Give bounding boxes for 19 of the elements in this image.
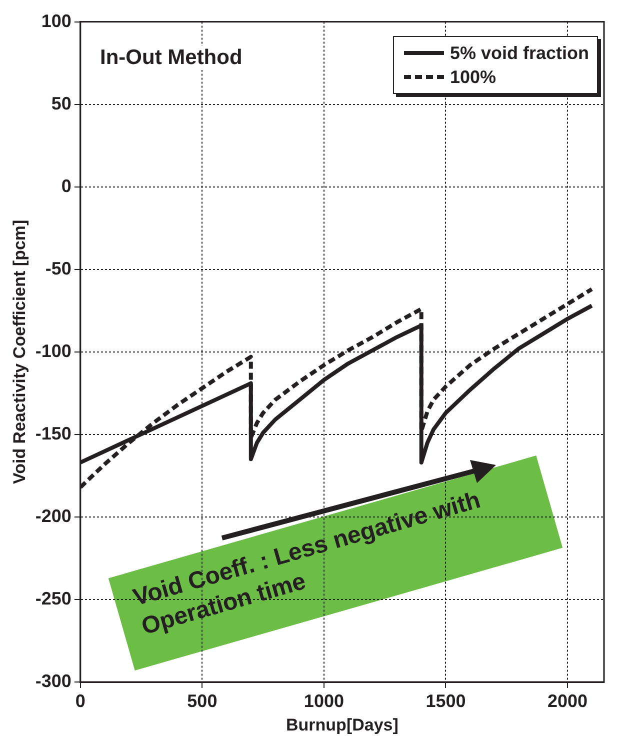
x-tick-label: 1000 (304, 690, 344, 711)
y-tick-label: -200 (35, 506, 72, 526)
legend-label: 100% (450, 66, 496, 88)
annotation: In-Out Method (100, 46, 242, 70)
y-tick-label: -250 (35, 588, 72, 608)
x-tick-label: 500 (187, 690, 218, 711)
y-axis-title: Void Reactivity Coefficient [pcm] (10, 220, 29, 484)
legend-label: 5% void fraction (450, 42, 589, 64)
x-tick-label: 1500 (426, 690, 466, 711)
x-tick-label: 0 (75, 690, 86, 711)
y-tick-label: -50 (45, 258, 72, 278)
y-tick-label: -100 (35, 340, 72, 361)
y-tick-label: 0 (61, 176, 72, 196)
x-axis-title: Burnup[Days] (286, 715, 398, 734)
x-tick-label: 2000 (547, 690, 588, 711)
y-tick-label: -150 (35, 423, 72, 444)
y-tick-label: 100 (41, 10, 72, 31)
y-tick-label: -300 (35, 670, 72, 691)
y-tick-label: 50 (51, 93, 72, 114)
